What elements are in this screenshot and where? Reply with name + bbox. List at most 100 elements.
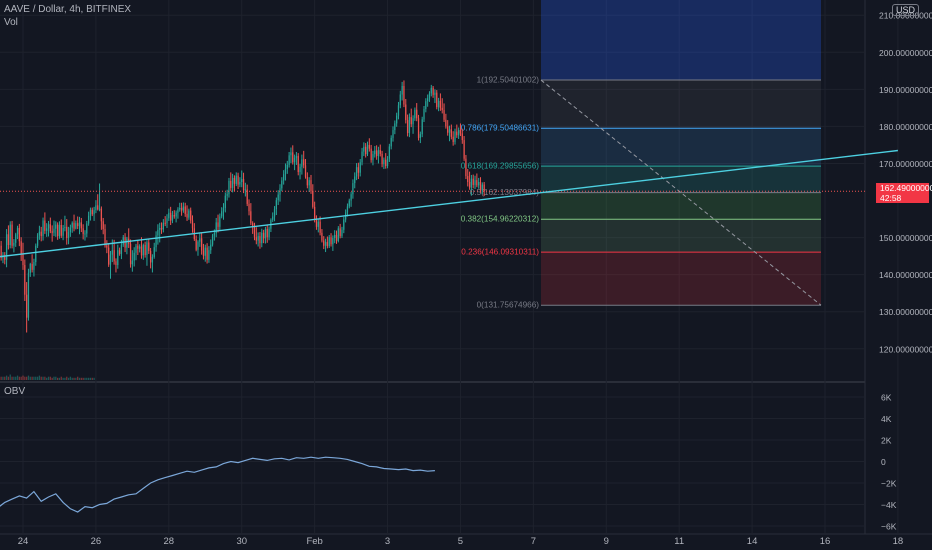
candle-body bbox=[148, 242, 150, 251]
candle-body bbox=[385, 159, 387, 167]
candle-body bbox=[213, 233, 216, 236]
candle-body bbox=[109, 254, 112, 265]
candle-body bbox=[89, 209, 92, 216]
candle-body bbox=[312, 190, 314, 207]
candle-body bbox=[16, 227, 19, 235]
candle-body bbox=[295, 156, 298, 158]
candle-body bbox=[436, 92, 438, 108]
candle-body bbox=[414, 109, 416, 119]
time-tick-label: 16 bbox=[820, 536, 831, 547]
obv-tick-label: −4K bbox=[881, 500, 897, 510]
candle-body bbox=[416, 109, 418, 119]
candlesticks bbox=[0, 80, 865, 333]
candle-body bbox=[375, 150, 378, 157]
candle-body bbox=[115, 261, 117, 266]
candle-body bbox=[406, 120, 409, 134]
candle-body bbox=[330, 237, 332, 245]
time-tick-label: 26 bbox=[91, 536, 102, 547]
candle-body bbox=[359, 162, 361, 173]
time-tick-label: 24 bbox=[18, 536, 29, 547]
volume-bar bbox=[22, 375, 24, 380]
candle-body bbox=[403, 85, 405, 105]
candle-body bbox=[425, 101, 427, 109]
candle-body bbox=[56, 224, 59, 237]
candle-body bbox=[286, 164, 288, 170]
candle-body bbox=[155, 235, 157, 248]
candle-body bbox=[226, 194, 228, 196]
volume-bar bbox=[29, 376, 31, 380]
candle-body bbox=[430, 87, 432, 94]
fib-trend-line bbox=[540, 79, 822, 306]
candle-body bbox=[168, 212, 170, 219]
price-tick-label: 190.00000000 bbox=[879, 85, 932, 95]
price-tick-label: 150.00000000 bbox=[879, 233, 932, 243]
candle-body bbox=[355, 167, 358, 177]
candle-body bbox=[301, 159, 303, 167]
candle-body bbox=[140, 246, 143, 256]
candle-body bbox=[164, 222, 166, 224]
candle-body bbox=[252, 223, 254, 227]
last-price-badge: 162.49000000 42:58 bbox=[876, 183, 932, 203]
volume-bar bbox=[93, 377, 95, 380]
volume-bar bbox=[75, 377, 77, 380]
volume-bar bbox=[33, 376, 35, 380]
obv-tick-label: 4K bbox=[881, 414, 892, 424]
candle-body bbox=[297, 156, 299, 172]
volume-bar bbox=[42, 376, 44, 380]
obv-tick-label: 0 bbox=[881, 457, 886, 467]
candle-body bbox=[98, 208, 101, 210]
candle-body bbox=[392, 130, 394, 138]
volume-bar bbox=[7, 376, 10, 380]
time-tick-label: 30 bbox=[236, 536, 247, 547]
volume-bar bbox=[82, 377, 84, 380]
candle-body bbox=[13, 242, 15, 246]
candle-body bbox=[206, 247, 208, 260]
candle-body bbox=[434, 92, 436, 95]
volume-bar bbox=[47, 376, 50, 380]
candle-body bbox=[388, 146, 391, 159]
candle-body bbox=[122, 237, 124, 245]
candle-body bbox=[82, 228, 84, 234]
candle-body bbox=[146, 242, 148, 256]
candle-body bbox=[394, 123, 396, 131]
candle-body bbox=[377, 150, 380, 157]
candle-body bbox=[326, 242, 329, 247]
volume-bar bbox=[80, 377, 82, 380]
time-tick-label: 14 bbox=[747, 536, 758, 547]
candle-body bbox=[188, 210, 190, 218]
candle-body bbox=[177, 209, 179, 213]
candle-body bbox=[100, 208, 103, 222]
volume-bar bbox=[64, 377, 66, 380]
time-tick-label: Feb bbox=[306, 536, 322, 547]
volume-bar bbox=[26, 376, 28, 380]
candle-body bbox=[379, 150, 381, 154]
candle-body bbox=[432, 87, 434, 95]
candle-body bbox=[162, 222, 164, 230]
candle-body bbox=[20, 241, 22, 254]
candle-body bbox=[463, 140, 465, 159]
currency-badge[interactable]: USD bbox=[892, 4, 920, 16]
candle-body bbox=[151, 256, 154, 263]
volume-bar bbox=[38, 375, 41, 380]
candle-body bbox=[233, 177, 236, 184]
candle-body bbox=[390, 137, 392, 147]
candle-body bbox=[144, 245, 146, 256]
volume-bar bbox=[27, 375, 30, 380]
time-tick-label: 7 bbox=[531, 536, 536, 547]
candle-body bbox=[46, 228, 48, 231]
candle-body bbox=[454, 131, 456, 142]
candle-body bbox=[60, 224, 62, 236]
candle-body bbox=[139, 246, 141, 249]
candle-body bbox=[129, 243, 132, 265]
candle-body bbox=[283, 174, 285, 181]
symbol-title: AAVE / Dollar, 4h, BITFINEX bbox=[4, 4, 132, 15]
volume-bar bbox=[56, 377, 59, 380]
volume-bar bbox=[60, 376, 62, 380]
trendline[interactable] bbox=[0, 149, 898, 267]
candle-body bbox=[374, 150, 376, 155]
candle-body bbox=[290, 152, 292, 156]
candle-body bbox=[310, 180, 312, 191]
price-tick-label: 170.00000000 bbox=[879, 159, 932, 169]
fibonacci-retracement[interactable]: 1(192.50401002) 0.786(179.50486631) 0.618(… bbox=[461, 0, 822, 310]
